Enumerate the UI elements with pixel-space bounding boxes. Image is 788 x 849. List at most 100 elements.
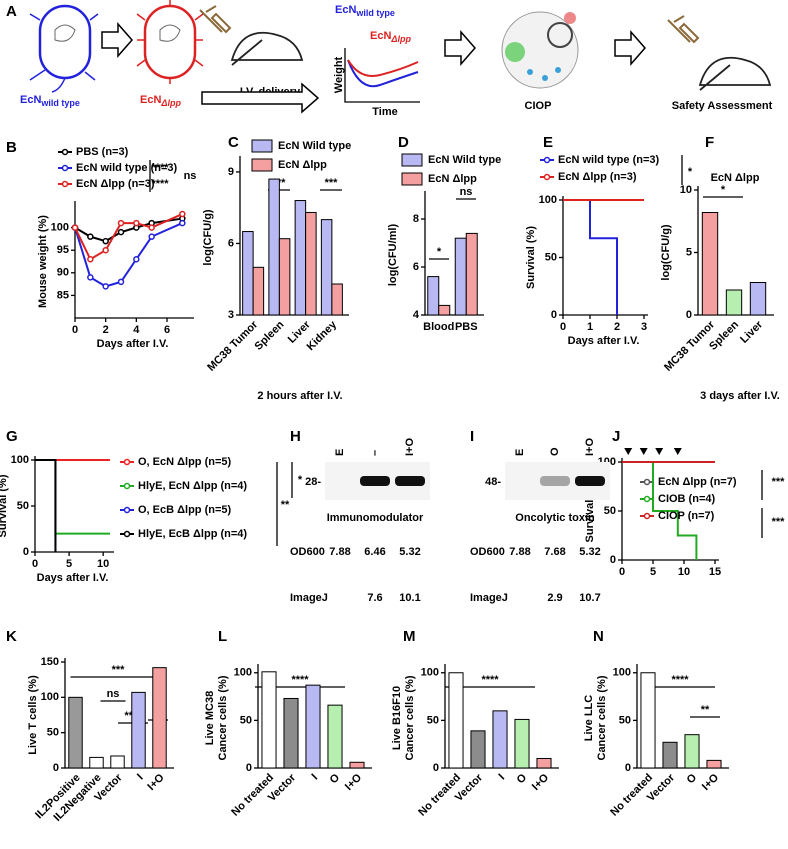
panel-label: K xyxy=(6,628,17,645)
x-tick-label: 0 xyxy=(619,566,625,578)
x-tick-label: 6 xyxy=(164,324,170,336)
row-label: ImageJ xyxy=(290,592,328,604)
series-line xyxy=(35,459,57,552)
y-tick-label: 0 xyxy=(53,762,59,774)
mw-marker: 28- xyxy=(305,476,321,488)
y-tick-label: 85 xyxy=(57,289,69,301)
legend-label: EcN Wild type xyxy=(428,154,501,166)
x-tick-label: I xyxy=(135,772,146,783)
arrow xyxy=(614,30,646,66)
y-tick-label: 4 xyxy=(413,309,420,321)
y-tick-label: 50 xyxy=(604,505,616,517)
row-label: OD600 xyxy=(290,546,325,558)
significance: *** xyxy=(772,516,786,528)
bar xyxy=(305,684,321,769)
x-axis-label: Days after I.V. xyxy=(568,335,640,347)
arrow xyxy=(444,30,476,66)
bar xyxy=(684,734,700,769)
legend-swatch xyxy=(123,482,131,490)
y-tick-label: 50 xyxy=(17,500,29,512)
blot-band xyxy=(360,476,390,486)
row-label: OD600 xyxy=(470,546,505,558)
syringe xyxy=(667,15,700,44)
bar xyxy=(470,730,486,769)
y-tick-label: 0 xyxy=(246,762,252,774)
significance: *** xyxy=(772,476,786,488)
legend-swatch xyxy=(61,164,69,172)
chart-panel: F 0 5 10 log(CFU/g) EcN Δlpp 3 days after I.V.… xyxy=(660,134,780,402)
bar xyxy=(261,671,277,769)
y-axis-label: Live T cells (%) xyxy=(27,675,39,755)
bar xyxy=(131,691,146,769)
panel-label: E xyxy=(543,134,553,151)
y-tick-label: 6 xyxy=(228,237,234,249)
legend-label: EcN Δlpp (n=7) xyxy=(658,476,737,488)
mouse xyxy=(698,56,772,91)
y-tick-label: 9 xyxy=(228,166,234,178)
legend-swatch xyxy=(61,180,69,188)
mini-axes xyxy=(344,48,420,103)
x-tick-label: I+O xyxy=(343,771,365,793)
y-tick-label: 3 xyxy=(228,309,234,321)
y-axis-label: Cancer cells (%) xyxy=(404,675,416,760)
x-tick-label: PBS xyxy=(455,321,478,333)
series-point xyxy=(179,219,186,227)
series-line xyxy=(35,459,110,535)
dot xyxy=(555,67,561,73)
x-tick-label: I xyxy=(310,772,321,783)
y-axis-label: Cancer cells (%) xyxy=(217,675,229,760)
panel-label: L xyxy=(218,628,227,645)
x-tick-label: Spleen xyxy=(253,319,287,353)
bar xyxy=(294,200,307,316)
panel-label: H xyxy=(290,428,301,445)
label: Time xyxy=(372,106,397,118)
legend-label: EcN Wild type xyxy=(278,140,351,152)
x-tick-label: 2 xyxy=(614,321,620,333)
legend-label: HlyE, EcN Δlpp (n=4) xyxy=(138,480,247,492)
significance: * xyxy=(688,166,693,178)
bar xyxy=(492,710,508,769)
od600-value: 5.32 xyxy=(579,546,600,558)
od600-value: 7.88 xyxy=(329,546,350,558)
label-main: EcN xyxy=(140,94,161,106)
legend-label: HlyE, EcB Δlpp (n=4) xyxy=(138,528,247,540)
significance: ns xyxy=(184,170,197,182)
y-tick-label: 100 xyxy=(539,194,557,206)
label: EcNΔlpp xyxy=(370,30,411,44)
arrow xyxy=(201,82,320,114)
series-point xyxy=(148,233,155,240)
bar xyxy=(514,718,530,769)
panel-label: D xyxy=(398,134,409,151)
legend-swatch xyxy=(643,495,651,503)
series-point xyxy=(133,255,140,263)
blot-caption: Immunomodulator xyxy=(327,512,424,524)
y-tick-label: 100 xyxy=(613,667,631,679)
lane-label: E xyxy=(334,449,346,456)
significance: **** xyxy=(291,674,309,686)
legend-label: EcN Δlpp xyxy=(278,159,327,171)
x-tick-label: 1 xyxy=(587,321,593,333)
significance: ** xyxy=(701,704,710,716)
x-tick-label: 10 xyxy=(97,558,109,570)
x-tick-label: 5 xyxy=(66,558,72,570)
od600-value: 6.46 xyxy=(364,546,385,558)
dose-marker xyxy=(655,448,664,455)
bacterium xyxy=(143,4,197,80)
legend-label: PBS (n=3) xyxy=(76,146,129,158)
y-tick-label: 100 xyxy=(51,222,69,234)
legend-swatch xyxy=(543,173,551,181)
series-point xyxy=(133,219,140,227)
imagej-value: 2.9 xyxy=(547,592,562,604)
bar xyxy=(725,289,743,316)
plasmid xyxy=(54,24,76,42)
x-tick-label: 10 xyxy=(678,566,690,578)
x-tick-label: I xyxy=(497,772,508,783)
significance: *** xyxy=(325,177,339,189)
bar xyxy=(438,304,451,316)
series-point xyxy=(117,228,125,236)
x-tick-label: 2 xyxy=(103,324,109,336)
y-tick-label: 50 xyxy=(240,714,252,726)
